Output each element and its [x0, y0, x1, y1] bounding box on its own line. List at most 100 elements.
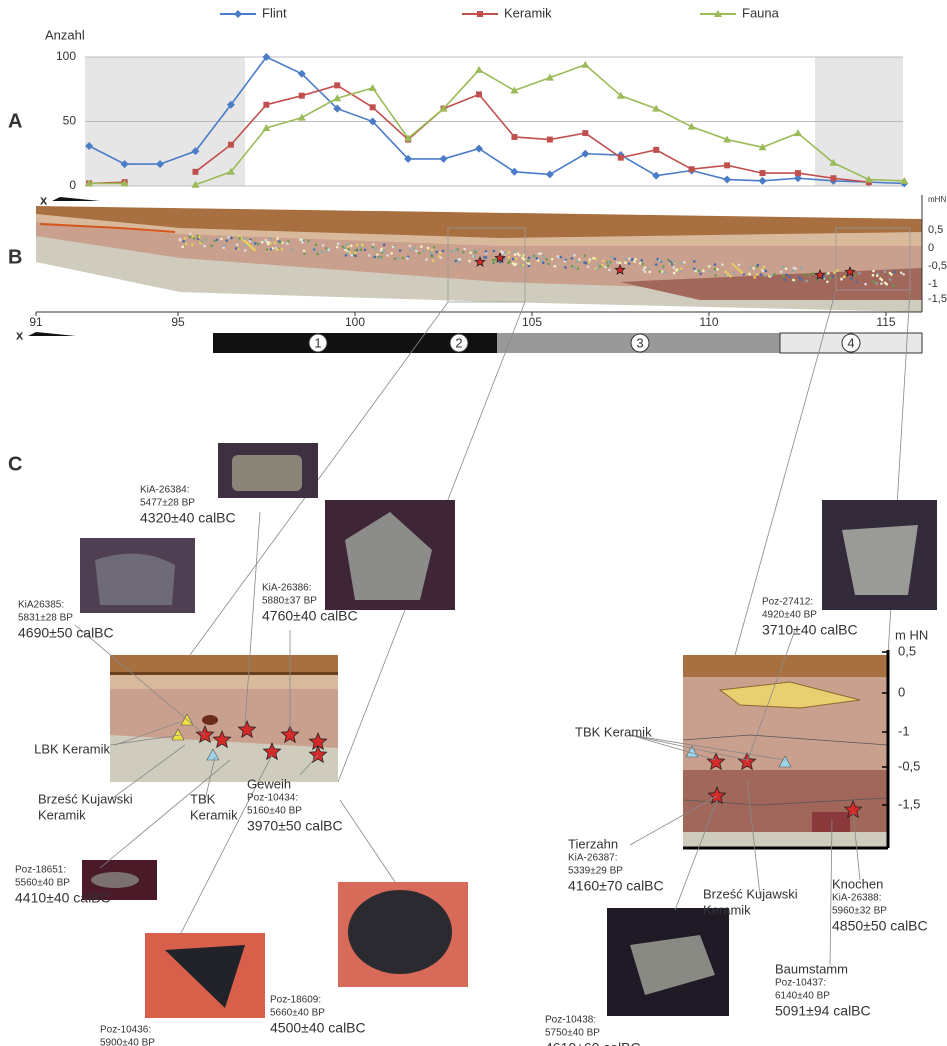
- depth-tick-label: -0,5: [928, 260, 947, 272]
- find-dot: [800, 266, 803, 269]
- find-dot: [738, 269, 741, 272]
- x-tick-label: 105: [522, 315, 542, 329]
- find-dot: [203, 245, 206, 248]
- find-dot: [756, 273, 759, 276]
- find-dot: [892, 285, 895, 288]
- annotation-text: 5960±32 BP: [832, 906, 887, 917]
- find-dot: [673, 260, 676, 263]
- find-dot: [697, 270, 700, 273]
- find-dot: [757, 264, 760, 267]
- find-dot: [350, 245, 353, 248]
- find-dot: [829, 277, 832, 280]
- find-dot: [361, 244, 364, 247]
- data-point: [581, 150, 589, 158]
- find-dot: [827, 272, 830, 275]
- find-dot: [855, 281, 858, 284]
- annotation-text: 6140±40 BP: [775, 991, 830, 1002]
- depth-tick-label: 0: [928, 242, 934, 254]
- find-dot: [714, 263, 717, 266]
- data-point: [724, 162, 730, 168]
- find-dot: [469, 251, 472, 254]
- find-dot: [189, 236, 192, 239]
- annotation-text: Poz-10437:: [775, 978, 826, 989]
- find-dot: [345, 254, 348, 257]
- find-dot: [386, 254, 389, 257]
- annotation-text: Poz-27412:: [762, 597, 813, 608]
- annotation-text: 5560±40 BP: [15, 878, 70, 889]
- find-dot: [602, 260, 605, 263]
- find-dot: [189, 233, 192, 236]
- find-dot: [854, 274, 857, 277]
- find-dot: [633, 260, 636, 263]
- phase-label: 4: [847, 335, 854, 350]
- data-point: [795, 170, 801, 176]
- find-dot: [354, 251, 357, 254]
- data-point: [440, 155, 448, 163]
- data-point: [510, 168, 518, 176]
- find-dot: [492, 262, 495, 265]
- find-dot: [793, 267, 796, 270]
- find-dot: [625, 258, 628, 261]
- find-dot: [641, 263, 644, 266]
- find-dot: [192, 235, 195, 238]
- find-dot: [184, 237, 187, 240]
- find-dot: [522, 255, 525, 258]
- find-dot: [409, 249, 412, 252]
- find-dot: [667, 259, 670, 262]
- find-dot: [222, 246, 225, 249]
- find-dot: [788, 276, 791, 279]
- find-dot: [902, 273, 905, 276]
- find-dot: [577, 267, 580, 270]
- find-dot: [800, 278, 803, 281]
- data-point: [228, 142, 234, 148]
- find-dot: [253, 249, 256, 252]
- find-dot: [286, 242, 289, 245]
- annotation-text: Poz-10436:: [100, 1025, 151, 1036]
- panel-label: B: [8, 246, 22, 268]
- find-dot: [673, 272, 676, 275]
- find-dot: [583, 261, 586, 264]
- find-dot: [380, 250, 383, 253]
- phase-label: 3: [636, 335, 643, 350]
- find-dot: [458, 258, 461, 261]
- find-dot: [843, 276, 846, 279]
- legend-label: Flint: [262, 5, 287, 20]
- find-dot: [269, 237, 272, 240]
- find-dot: [473, 255, 476, 258]
- find-dot: [368, 254, 371, 257]
- find-dot: [371, 246, 374, 249]
- find-dot: [808, 274, 811, 277]
- find-dot: [198, 236, 201, 239]
- find-dot: [354, 249, 357, 252]
- find-dot: [537, 253, 540, 256]
- find-dot: [199, 241, 202, 244]
- annotation-text: Brześć Kujawski: [703, 886, 798, 901]
- find-dot: [420, 245, 423, 248]
- find-dot: [455, 249, 458, 252]
- find-dot: [840, 278, 843, 281]
- find-dot: [573, 266, 576, 269]
- find-dot: [763, 266, 766, 269]
- find-dot: [210, 244, 213, 247]
- find-dot: [616, 261, 619, 264]
- find-dot: [729, 275, 732, 278]
- find-dot: [422, 250, 425, 253]
- x-tick-label: 100: [345, 315, 365, 329]
- x-tick-label: 91: [29, 315, 43, 329]
- annotation-text: Baumstamm: [775, 961, 848, 976]
- find-dot: [376, 253, 379, 256]
- find-dot: [812, 272, 815, 275]
- find-dot: [257, 243, 260, 246]
- find-dot: [656, 258, 659, 261]
- find-dot: [714, 274, 717, 277]
- find-dot: [518, 254, 521, 257]
- find-dot: [185, 243, 188, 246]
- find-dot: [683, 261, 686, 264]
- find-dot: [315, 243, 318, 246]
- data-point: [582, 130, 588, 136]
- find-dot: [639, 262, 642, 265]
- find-dot: [249, 240, 252, 243]
- depth-tick-label: -1: [898, 723, 910, 738]
- find-dot: [564, 266, 567, 269]
- find-dot: [631, 258, 634, 261]
